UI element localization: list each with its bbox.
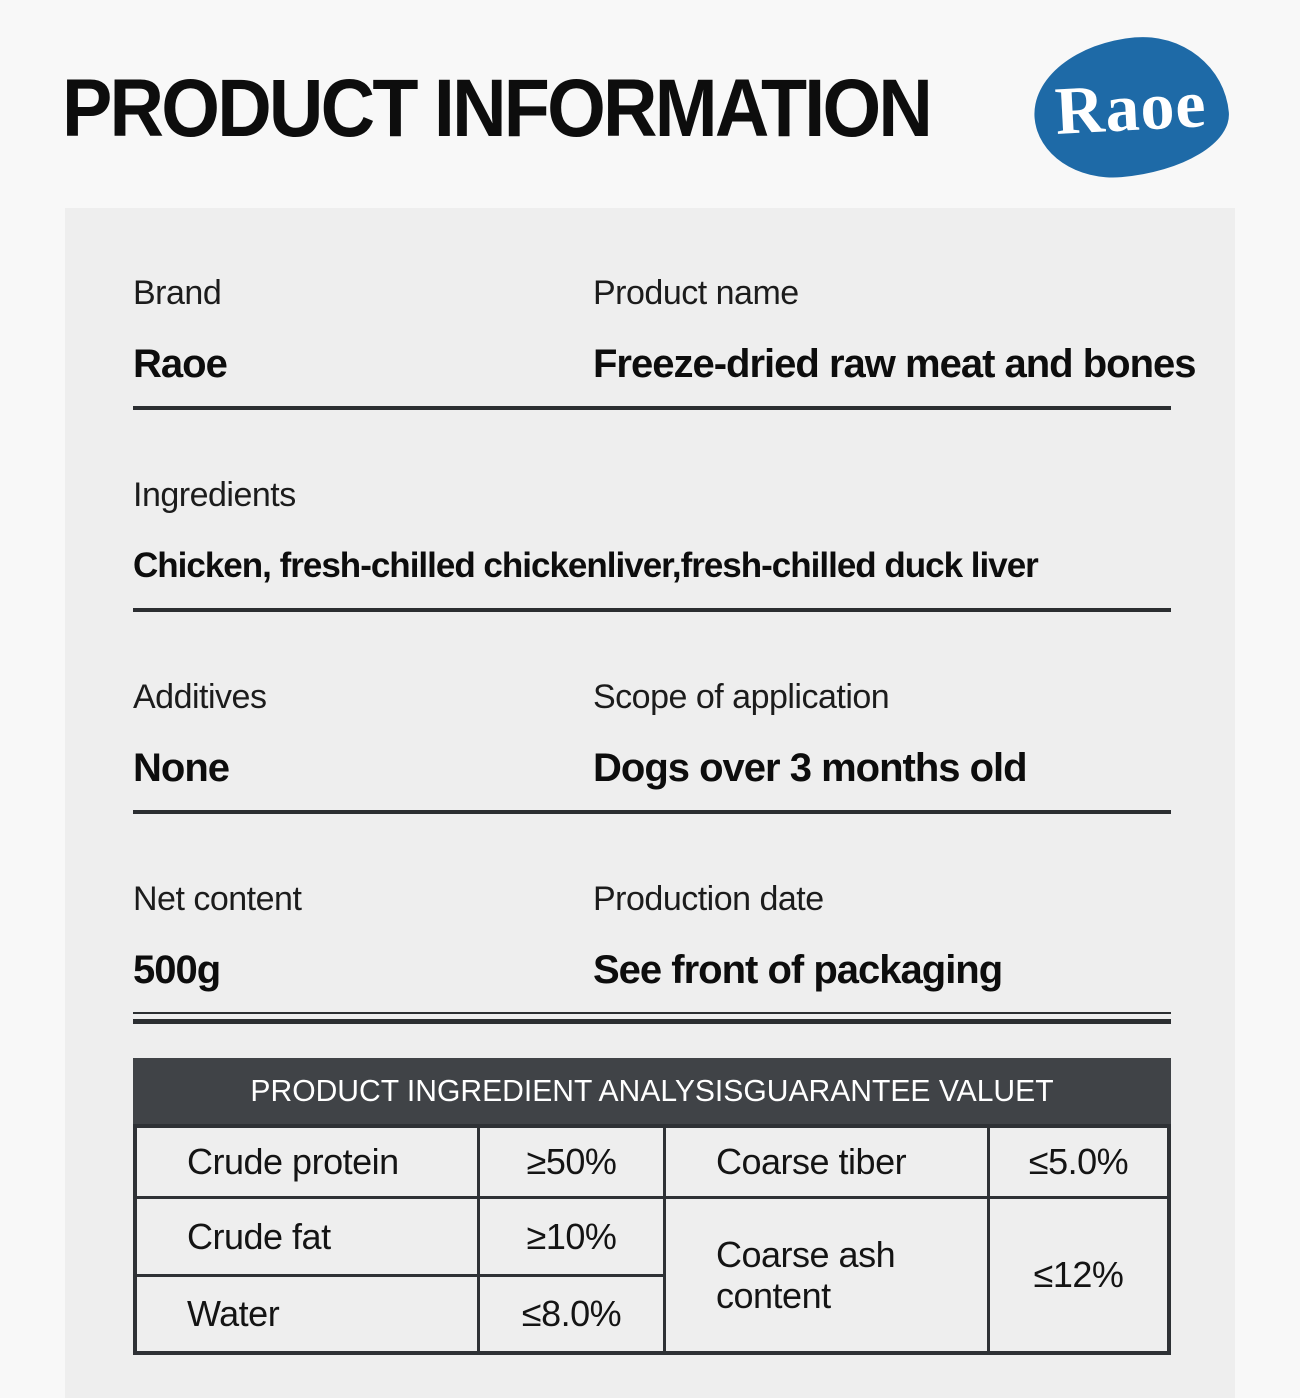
table-cell-coarse-tiber: Coarse tiber [666,1128,987,1196]
product-name-value: Freeze-dried raw meat and bones [593,342,1197,386]
section-brand-product: Brand Product name Raoe Freeze-dried raw… [133,208,1197,410]
additives-label: Additives [133,678,267,716]
table-cell-crude-protein: Crude protein [137,1128,477,1196]
ingredient-analysis-table: PRODUCT INGREDIENT ANALYSISGUARANTEE VAL… [133,1058,1171,1355]
ingredients-value: Chicken, fresh-chilled chickenliver,fres… [133,546,1039,585]
ingredients-label: Ingredients [133,476,296,514]
brand-value: Raoe [133,342,228,386]
analysis-table-header: PRODUCT INGREDIENT ANALYSISGUARANTEE VAL… [133,1058,1171,1124]
brand-logo-text: Raoe [1053,64,1209,149]
page-title: PRODUCT INFORMATION [62,63,933,154]
table-cell-crude-fat-value: ≥10% [480,1199,663,1274]
scope-value: Dogs over 3 months old [593,746,1028,790]
table-cell-coarse-ash-value: ≤12% [990,1199,1167,1351]
table-cell-crude-protein-value: ≥50% [480,1128,663,1196]
scope-label: Scope of application [593,678,890,716]
section-ingredients: Ingredients Chicken, fresh-chilled chick… [133,410,1171,612]
table-cell-coarse-ash: Coarse ash content [666,1199,987,1351]
product-name-label: Product name [593,274,799,312]
table-cell-water: Water [137,1277,477,1351]
section-netcontent-date: Net content Production date 500g See fro… [133,814,1171,1024]
table-cell-crude-fat: Crude fat [137,1199,477,1274]
product-info-panel: Brand Product name Raoe Freeze-dried raw… [65,208,1235,1398]
additives-value: None [133,746,230,790]
section-divider [133,406,1171,410]
production-date-value: See front of packaging [593,948,1003,992]
analysis-table-title: PRODUCT INGREDIENT ANALYSISGUARANTEE VAL… [250,1073,1054,1108]
net-content-label: Net content [133,880,302,918]
production-date-label: Production date [593,880,824,918]
table-cell-water-value: ≤8.0% [480,1277,663,1351]
table-cell-coarse-tiber-value: ≤5.0% [990,1128,1167,1196]
net-content-value: 500g [133,948,221,992]
section-divider [133,810,1171,814]
brand-logo: Raoe [1028,29,1234,185]
section-divider [133,608,1171,612]
panel-content: Brand Product name Raoe Freeze-dried raw… [133,208,1197,1355]
section-additives-scope: Additives Scope of application None Dogs… [133,612,1171,814]
analysis-table-grid: Crude protein ≥50% Coarse tiber ≤5.0% Cr… [133,1124,1171,1355]
section-double-divider [133,1012,1171,1024]
brand-label: Brand [133,274,222,312]
